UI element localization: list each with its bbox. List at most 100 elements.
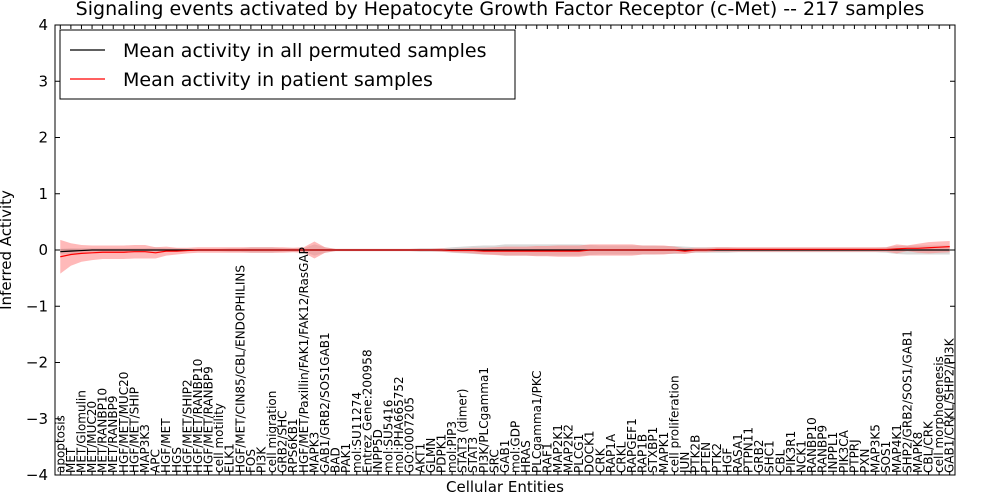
x-tick-label: RAPGEF1 xyxy=(625,418,639,473)
x-tick-label: CRKL xyxy=(614,441,628,473)
x-tick-label: STAT3 (dimer) xyxy=(456,389,470,473)
x-tick-label: MAPK8 xyxy=(911,432,925,473)
x-tick-label: PAK1 xyxy=(339,443,353,473)
x-tick-label: HGF/MET/MUC20 xyxy=(117,372,131,473)
x-tick-label: cell migration xyxy=(265,391,279,473)
x-tick-label: CBL xyxy=(773,449,787,473)
x-tick-label: RANBP9 xyxy=(816,425,830,473)
x-tick-label: mol:GDP xyxy=(509,421,523,473)
legend-box xyxy=(59,29,516,100)
x-tick-label: MAPK3 xyxy=(307,432,321,473)
x-tick-label: MET/RANBP10 xyxy=(96,388,110,473)
y-axis-label: Inferred Activity xyxy=(0,190,15,310)
y-tick-label: 3 xyxy=(38,72,48,90)
y-tick-label: −3 xyxy=(26,410,48,428)
x-tick-label: BAD xyxy=(329,447,343,473)
x-tick-label: PIK3R1 xyxy=(784,431,798,473)
y-tick-label: 0 xyxy=(38,241,48,259)
x-tick-label: PI3K/PLCgamma1 xyxy=(477,367,491,473)
x-tick-label: STAT3 xyxy=(466,437,480,473)
y-tick-label: −4 xyxy=(26,466,48,484)
x-tick-label: HGF/MET/CIN85/CBL/ENDOPHILINS xyxy=(233,265,247,473)
band-patient xyxy=(60,239,950,274)
x-tick-label: GAB1/CRKL/SHP2/PI3K xyxy=(943,337,957,473)
x-axis: apoptosisMETMET/GlomulinMET/MUC20MET/RAN… xyxy=(53,25,957,475)
x-tick-label: MAP2K1 xyxy=(551,424,565,473)
x-tick-label: PI3K xyxy=(254,446,268,473)
y-tick-label: −1 xyxy=(26,297,48,315)
x-tick-label: PLCgamma1/PKC xyxy=(530,370,544,473)
x-tick-label: GO:0007205 xyxy=(403,397,417,473)
x-tick-label: mol:PIP3 xyxy=(445,421,459,473)
x-tick-label: CBL/CRK xyxy=(922,420,936,473)
x-tick-label: MET/MUC20 xyxy=(85,401,99,473)
series-lines xyxy=(60,246,950,258)
x-tick-label: MAPK1 xyxy=(657,432,671,473)
y-axis: −4 −3 −2 −1 0 1 2 3 4 xyxy=(26,16,955,484)
x-tick-label: MAP4K1 xyxy=(890,424,904,473)
confidence-bands xyxy=(60,239,950,274)
x-tick-label: GRB2/SHC xyxy=(276,410,290,473)
x-tick-label: NCK1 xyxy=(794,440,808,473)
x-tick-label: PTPRJ xyxy=(847,439,861,473)
x-tick-label: GAB1 xyxy=(498,440,512,473)
x-tick-label: mol:SU5416 xyxy=(382,400,396,473)
x-tick-label: GAB1/GRB2/SOS1GAB1 xyxy=(318,332,332,473)
x-tick-label: INPP5D xyxy=(371,429,385,473)
x-tick-label: MAP3K3 xyxy=(138,424,152,473)
x-tick-label: SHP2/GRB2/SOS1/GAB1 xyxy=(900,330,914,473)
x-tick-label: cell motility xyxy=(212,403,226,473)
x-tick-label: mol:SU11274 xyxy=(350,392,364,473)
x-tick-label: GLMN xyxy=(424,438,438,473)
x-tick-label: RPS6KB1 xyxy=(286,418,300,473)
x-tick-label: RAP1B xyxy=(636,434,650,473)
x-tick-label: PDPK1 xyxy=(434,434,448,473)
x-tick-label: PIK3CA xyxy=(837,429,851,473)
x-tick-label: PTPN11 xyxy=(742,427,756,473)
x-tick-label: PTEN xyxy=(699,442,713,473)
x-tick-label: PTK2 xyxy=(710,443,724,473)
x-tick-label: PXN xyxy=(858,449,872,473)
y-tick-label: 4 xyxy=(38,16,48,34)
x-tick-label: SHC1 xyxy=(763,440,777,473)
x-tick-label: RAF1 xyxy=(540,442,554,473)
x-tick-label: APC xyxy=(149,449,163,473)
x-tick-label: PTK2B xyxy=(689,435,703,473)
x-tick-label: RAP1A xyxy=(604,433,618,473)
x-tick-label: MAP2K2 xyxy=(562,424,576,473)
chart-title: Signaling events activated by Hepatocyte… xyxy=(76,0,925,20)
y-tick-label: 1 xyxy=(38,185,48,203)
x-tick-label: INPPL1 xyxy=(826,432,840,473)
y-tick-label: 2 xyxy=(38,129,48,147)
x-tick-label: ELK1 xyxy=(223,443,237,473)
x-tick-label: apoptosis xyxy=(53,415,67,473)
x-tick-label: SRC xyxy=(487,449,501,473)
x-tick-label: mol:PHA665752 xyxy=(392,376,406,473)
x-tick-label: PLCG1 xyxy=(572,434,586,473)
y-tick-label: −2 xyxy=(26,354,48,372)
x-tick-label: DOCK1 xyxy=(583,430,597,473)
x-tick-label: HGF/MET/Paxillin/FAK1/FAK12/RasGAP xyxy=(297,247,311,473)
x-tick-label: RANBP10 xyxy=(805,417,819,473)
x-tick-label: FOS xyxy=(244,449,258,473)
x-tick-label: HGF/MET/SHIP xyxy=(127,387,141,473)
x-tick-label: HGS xyxy=(170,447,184,473)
x-tick-label: STXBP1 xyxy=(646,427,660,473)
x-tick-label: HGF/MET/SHIP2 xyxy=(180,379,194,473)
x-tick-label: Entrez Gene:200958 xyxy=(360,349,374,473)
line-patient xyxy=(60,246,950,258)
legend-label-patient: Mean activity in patient samples xyxy=(123,69,433,91)
x-tick-label: GRB2 xyxy=(752,439,766,473)
legend-label-permuted: Mean activity in all permuted samples xyxy=(123,40,486,62)
x-tick-label: MET xyxy=(64,447,78,473)
x-tick-label: HGF xyxy=(720,448,734,473)
x-tick-label: MAP3K5 xyxy=(869,424,883,473)
x-axis-label: Cellular Entities xyxy=(446,478,564,496)
x-tick-label: SOS1 xyxy=(879,441,893,473)
x-tick-label: CRK xyxy=(593,447,607,473)
x-tick-label: cell proliferation xyxy=(667,375,681,473)
x-tick-label: AKT1 xyxy=(413,443,427,473)
x-tick-label: RASA1 xyxy=(731,433,745,473)
x-tick-label: MET/Glomulin xyxy=(74,390,88,473)
